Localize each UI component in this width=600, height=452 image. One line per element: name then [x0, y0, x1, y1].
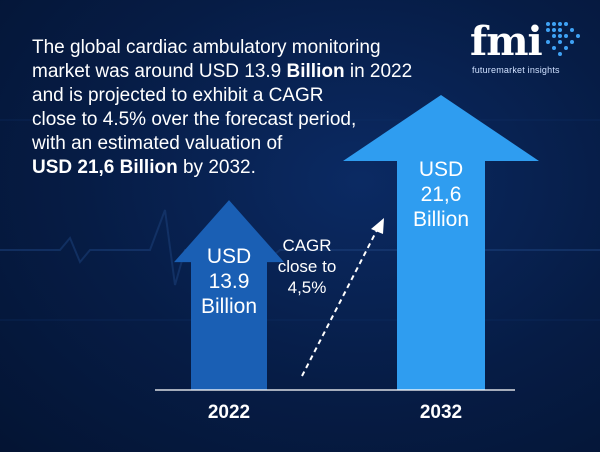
- cagr-trend-arrow: [301, 227, 379, 377]
- headline-line-2-tail: in 2022: [344, 61, 413, 82]
- bar-value-label-2032: USD 21,6 Billion: [391, 157, 491, 232]
- x-tick-label-2032: 2032: [419, 402, 463, 423]
- bar-value-line: Billion: [200, 295, 258, 319]
- cagr-line-1: CAGR: [282, 236, 332, 255]
- headline-line-5: with an estimated valuation of: [32, 133, 283, 154]
- bar-value-label-2022: USD 13.9 Billion: [179, 244, 279, 319]
- cagr-line-2: close to: [277, 257, 337, 276]
- bar-value-line: 21,6: [420, 183, 462, 206]
- headline-line-6-bold: USD 21,6 Billion: [32, 157, 178, 178]
- headline-line-2: market was around USD 13.9: [32, 61, 287, 82]
- logo-tagline: futuremarket insights: [472, 65, 560, 75]
- x-tick-label-2022: 2022: [207, 402, 251, 423]
- cagr-line-3: 4,5%: [287, 278, 327, 297]
- headline-line-6-tail: by 2032.: [177, 157, 256, 178]
- headline-line-3: and is projected to exhibit a CAGR: [32, 85, 324, 106]
- headline-text: The global cardiac ambulatory monitoring…: [32, 36, 452, 180]
- bar-2032: [343, 95, 539, 390]
- headline-line-1: The global cardiac ambulatory monitoring: [32, 37, 381, 58]
- bar-value-line: USD: [418, 158, 464, 181]
- logo-dots-icon: [546, 22, 580, 56]
- bar-2022: [174, 200, 284, 390]
- fmi-logo: fmi futuremarket insights: [470, 18, 582, 82]
- bar-value-line: USD: [206, 245, 252, 269]
- bar-value-line: Billion: [412, 208, 470, 231]
- headline-line-4: close to 4.5% over the forecast period,: [32, 109, 357, 130]
- cagr-annotation: CAGR close to 4,5%: [262, 235, 352, 298]
- bar-value-line: 13.9: [208, 270, 250, 294]
- logo-wordmark: fmi: [470, 18, 543, 65]
- cagr-arrowhead-icon: [371, 218, 384, 234]
- headline-line-2-bold: Billion: [286, 61, 345, 82]
